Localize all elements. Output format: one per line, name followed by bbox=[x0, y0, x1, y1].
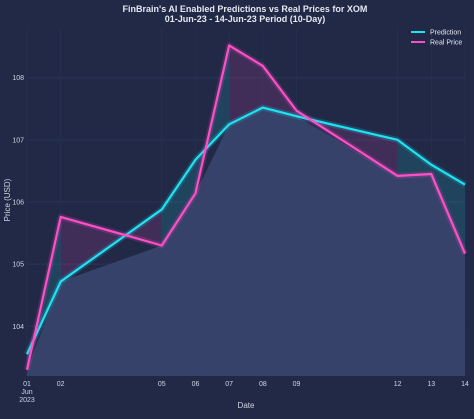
between-fill-segment bbox=[195, 45, 230, 194]
between-fill-segment bbox=[229, 45, 263, 125]
y-tick-label: 106 bbox=[12, 200, 24, 207]
x-tick-label: 13 bbox=[427, 381, 435, 388]
legend-label: Real Price bbox=[430, 40, 462, 47]
chart-subtitle: 01-Jun-23 - 14-Jun-23 Period (10-Day) bbox=[165, 14, 326, 24]
area-under-series bbox=[27, 107, 465, 377]
y-tick-label: 108 bbox=[12, 75, 24, 82]
x-tick-label: 12 bbox=[394, 381, 402, 388]
between-fill-segment bbox=[161, 159, 196, 246]
x-tick-sublabel: 2023 bbox=[19, 397, 35, 404]
legend-label: Prediction bbox=[430, 30, 461, 37]
chart-title: FinBrain's AI Enabled Predictions vs Rea… bbox=[123, 4, 368, 14]
x-tick-label: 01 bbox=[23, 381, 31, 388]
series-line-real-price bbox=[25, 44, 467, 371]
y-tick-label: 104 bbox=[12, 324, 24, 331]
series-lines bbox=[24, 42, 468, 371]
legend: Prediction Real Price bbox=[411, 30, 462, 47]
x-tick-label: 06 bbox=[192, 381, 200, 388]
series-line-prediction bbox=[26, 106, 466, 355]
x-tick-label: 07 bbox=[225, 381, 233, 388]
x-tick-label: 08 bbox=[259, 381, 267, 388]
between-fill-segment bbox=[397, 139, 432, 176]
y-tick-label: 105 bbox=[12, 262, 24, 269]
x-tick-sublabel: Jun bbox=[21, 389, 32, 396]
y-axis-label: Price (USD) bbox=[3, 178, 12, 221]
x-tick-label: 09 bbox=[293, 381, 301, 388]
y-tick-labels: 104 105 106 107 108 bbox=[12, 75, 24, 331]
x-tick-label: 02 bbox=[57, 381, 65, 388]
x-tick-label: 14 bbox=[461, 381, 469, 388]
x-axis-label: Date bbox=[238, 401, 255, 410]
x-tick-label: 05 bbox=[158, 381, 166, 388]
y-tick-label: 107 bbox=[12, 137, 24, 144]
